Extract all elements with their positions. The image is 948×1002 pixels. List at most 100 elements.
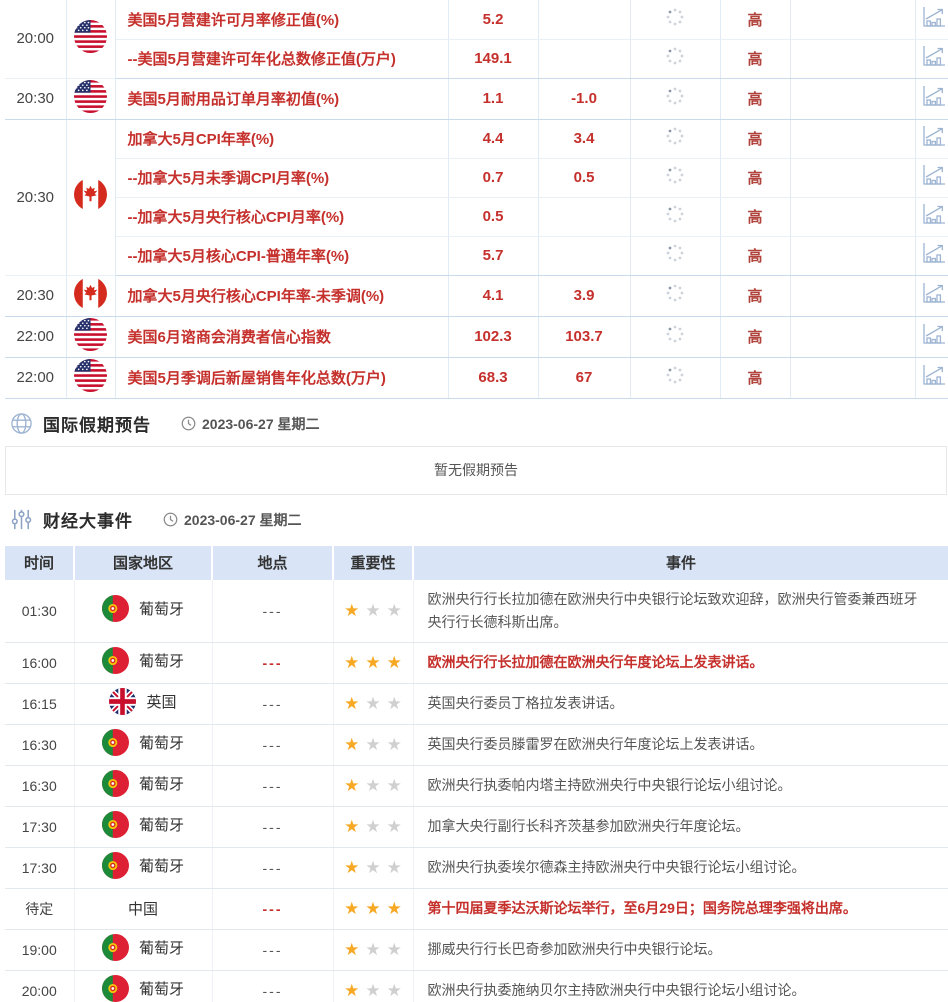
event-location: ---	[212, 683, 334, 725]
econ-chart-cell	[915, 39, 948, 79]
econ-actual-value: 0.7	[448, 158, 539, 198]
event-text: 英国央行委员滕雷罗在欧洲央行年度论坛上发表讲话。	[413, 724, 948, 766]
event-row: 20:00 葡萄牙 --- ★ ★ ★ 欧洲央行执委施纳贝尔主持欧洲央行中央银行论坛小组讨论…	[5, 970, 948, 1002]
econ-indicator-name[interactable]: 美国5月耐用品订单月率初值(%)	[115, 78, 449, 120]
bar-chart-icon[interactable]	[922, 242, 946, 264]
clock-icon	[163, 512, 178, 527]
econ-time: 20:30	[5, 119, 67, 276]
econ-indicator-name[interactable]: 美国5月营建许可月率修正值(%)	[115, 0, 449, 40]
bar-chart-icon[interactable]	[922, 282, 946, 304]
event-importance-stars: ★ ★ ★	[333, 806, 414, 848]
econ-forecast-value: 3.4	[538, 119, 631, 159]
econ-importance: 高	[720, 78, 791, 120]
econ-indicator-name[interactable]: --加拿大5月未季调CPI月率(%)	[115, 158, 449, 198]
spinner-icon	[665, 324, 685, 344]
bar-chart-icon[interactable]	[922, 125, 946, 147]
country-label: 葡萄牙	[138, 600, 184, 618]
star-icon: ★	[386, 775, 402, 795]
event-time: 16:00	[5, 642, 75, 684]
event-importance-stars: ★ ★ ★	[333, 765, 414, 807]
event-location: ---	[212, 847, 334, 889]
econ-row: 20:00 美国5月营建许可月率修正值(%) 5.2 高	[5, 0, 948, 79]
econ-importance: 高	[720, 357, 791, 399]
econ-row: 22:00 美国5月季调后新屋销售年化总数(万户) 68.3 67 高	[5, 357, 948, 399]
star-icon: ★	[344, 734, 360, 754]
pt-flag-icon	[101, 974, 129, 1002]
econ-extra-cell	[790, 357, 916, 399]
econ-row: --美国5月营建许可年化总数修正值(万户) 149.1 高	[5, 39, 948, 79]
econ-chart-cell	[915, 316, 948, 358]
star-icon: ★	[344, 693, 360, 713]
econ-loading-cell	[630, 0, 721, 40]
event-location: ---	[212, 888, 334, 930]
econ-time: 20:00	[5, 0, 67, 79]
event-text[interactable]: 欧洲央行行长拉加德在欧洲央行年度论坛上发表讲话。	[413, 642, 948, 684]
econ-forecast-value: -1.0	[538, 78, 631, 120]
econ-forecast-value	[538, 197, 631, 237]
econ-indicator-name[interactable]: 加拿大5月CPI年率(%)	[115, 119, 449, 159]
spinner-icon	[665, 46, 685, 66]
econ-country-flag-cell	[66, 357, 116, 399]
bar-chart-icon[interactable]	[922, 203, 946, 225]
bar-chart-icon[interactable]	[922, 364, 946, 386]
event-row: 16:00 葡萄牙 --- ★ ★ ★ 欧洲央行行长拉加德在欧洲央行年度论坛上发表讲话。	[5, 642, 948, 684]
event-time: 19:00	[5, 929, 75, 971]
us-flag-icon	[74, 317, 107, 351]
star-icon: ★	[386, 980, 402, 1000]
econ-chart-cell	[915, 158, 948, 198]
econ-loading-cell	[630, 119, 721, 159]
country-label: 葡萄牙	[138, 816, 184, 834]
econ-loading-cell	[630, 78, 721, 120]
event-time: 16:30	[5, 724, 75, 766]
econ-importance: 高	[720, 275, 791, 317]
econ-actual-value: 149.1	[448, 39, 539, 79]
star-icon: ★	[344, 816, 360, 836]
gb-flag-icon	[109, 687, 137, 715]
pt-flag-icon	[101, 933, 129, 961]
event-location: ---	[212, 970, 334, 1002]
bar-chart-icon[interactable]	[922, 323, 946, 345]
econ-extra-cell	[790, 119, 916, 159]
events-date-text: 2023-06-27 星期二	[184, 511, 302, 528]
star-icon: ★	[386, 652, 402, 672]
event-location: ---	[212, 579, 334, 643]
ca-flag-icon	[74, 276, 107, 310]
star-icon: ★	[365, 775, 381, 795]
events-date: 2023-06-27 星期二	[163, 510, 302, 530]
star-icon: ★	[386, 734, 402, 754]
econ-importance: 高	[720, 0, 791, 40]
econ-row: --加拿大5月未季调CPI月率(%) 0.7 0.5 高	[5, 158, 948, 198]
econ-extra-cell	[790, 197, 916, 237]
bar-chart-icon[interactable]	[922, 85, 946, 107]
econ-indicator-name[interactable]: --加拿大5月央行核心CPI月率(%)	[115, 197, 449, 237]
star-icon: ★	[386, 693, 402, 713]
bar-chart-icon[interactable]	[922, 6, 946, 28]
econ-chart-cell	[915, 78, 948, 120]
econ-extra-cell	[790, 39, 916, 79]
econ-forecast-value: 0.5	[538, 158, 631, 198]
econ-indicator-name[interactable]: --加拿大5月核心CPI-普通年率(%)	[115, 236, 449, 276]
star-icon: ★	[344, 775, 360, 795]
bar-chart-icon[interactable]	[922, 164, 946, 186]
event-location: ---	[212, 724, 334, 766]
econ-indicator-name[interactable]: 美国6月谘商会消费者信心指数	[115, 316, 449, 358]
econ-row: 22:00 美国6月谘商会消费者信心指数 102.3 103.7 高	[5, 316, 948, 358]
pt-flag-icon	[101, 594, 129, 622]
econ-country-flag-cell	[66, 78, 116, 120]
bar-chart-icon[interactable]	[922, 45, 946, 67]
star-icon: ★	[344, 652, 360, 672]
econ-indicator-name[interactable]: 加拿大5月央行核心CPI年率-未季调(%)	[115, 275, 449, 317]
event-text[interactable]: 第十四届夏季达沃斯论坛举行，至6月29日；国务院总理李强将出席。	[413, 888, 948, 930]
star-icon: ★	[344, 898, 360, 918]
pt-flag-icon	[101, 769, 129, 797]
econ-extra-cell	[790, 158, 916, 198]
event-text: 欧洲央行执委施纳贝尔主持欧洲央行中央银行论坛小组讨论。	[413, 970, 948, 1002]
econ-indicator-name[interactable]: 美国5月季调后新屋销售年化总数(万户)	[115, 357, 449, 399]
event-location: ---	[212, 765, 334, 807]
events-table: 时间 国家地区 地点 重要性 事件 01:30 葡萄牙 --- ★ ★ ★ 欧洲央行行长拉加…	[5, 545, 948, 1002]
event-text: 英国央行委员丁格拉发表讲话。	[413, 683, 948, 725]
star-icon: ★	[386, 898, 402, 918]
econ-indicator-name[interactable]: --美国5月营建许可年化总数修正值(万户)	[115, 39, 449, 79]
country-label: 葡萄牙	[138, 734, 184, 752]
spinner-icon	[665, 365, 685, 385]
